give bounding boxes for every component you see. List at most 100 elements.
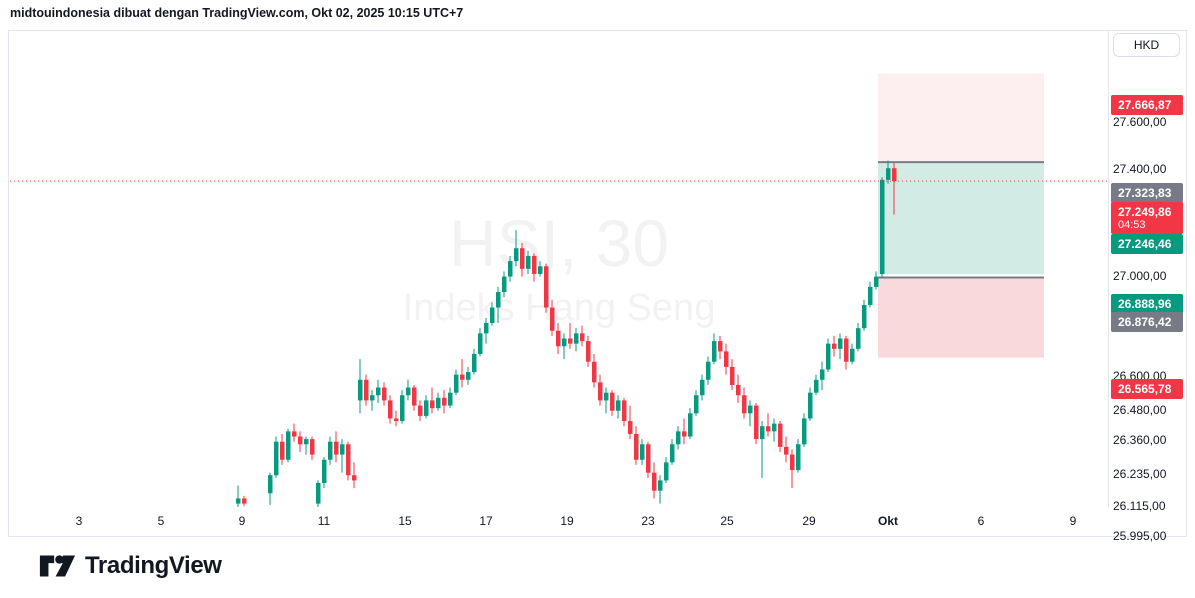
time-tick: 9 — [238, 514, 246, 528]
candle — [682, 431, 687, 437]
time-tick: 25 — [720, 514, 734, 528]
time-tick: 15 — [398, 514, 412, 528]
candle — [382, 387, 387, 401]
candle — [472, 353, 477, 373]
time-tick: 19 — [560, 514, 574, 528]
time-tick: 29 — [802, 514, 816, 528]
candle — [760, 426, 765, 440]
candle — [664, 462, 669, 481]
candle — [784, 446, 789, 455]
candle — [598, 382, 603, 401]
candle — [310, 439, 315, 455]
position-zone-loss-upper[interactable] — [878, 73, 1044, 163]
candle — [496, 292, 501, 308]
price-axis[interactable]: 27.666,87 27.600,00 27.400,00 27.323,83 27.2… — [1108, 31, 1186, 543]
candle — [292, 431, 297, 437]
candle — [874, 276, 879, 287]
candle — [676, 431, 681, 445]
candle — [820, 369, 825, 380]
tradingview-mark-icon — [39, 555, 76, 577]
candle — [448, 392, 453, 406]
candle — [736, 384, 741, 396]
candle — [376, 387, 381, 396]
candle — [652, 472, 657, 491]
candle — [694, 395, 699, 414]
tradingview-logo[interactable]: TradingView — [38, 552, 222, 580]
time-tick: 11 — [317, 514, 331, 528]
candle — [862, 304, 867, 329]
candle — [242, 498, 247, 504]
position-zone-loss-lower[interactable] — [878, 277, 1044, 358]
candle — [628, 421, 633, 434]
time-tick: 9 — [1069, 514, 1077, 528]
candle — [592, 361, 597, 383]
chart-widget: HSI, 30 Indeks Hang Seng 27.666,87 27.600… — [8, 30, 1187, 543]
candle — [850, 348, 855, 362]
currency-button[interactable]: HKD — [1113, 33, 1180, 57]
candle — [688, 413, 693, 437]
candle — [856, 328, 861, 349]
candle — [580, 333, 585, 342]
time-tick: 5 — [157, 514, 165, 528]
candle — [268, 475, 273, 494]
candlestick-chart[interactable] — [10, 32, 1108, 508]
candle — [406, 387, 411, 396]
candle — [454, 374, 459, 393]
candle — [772, 423, 777, 432]
price-level-label-stop: 27.249,86 04:53 — [1111, 202, 1183, 234]
price-tick: 26.480,00 — [1113, 403, 1167, 417]
candle — [868, 286, 873, 305]
candle — [604, 392, 609, 401]
candle — [892, 168, 897, 182]
candle — [610, 392, 615, 411]
candle — [460, 374, 465, 380]
candle — [298, 436, 303, 445]
candle — [340, 444, 345, 455]
candle — [640, 444, 645, 460]
time-tick: 23 — [641, 514, 655, 528]
price-tick: 25.995,00 — [1113, 529, 1167, 543]
candle — [622, 400, 627, 422]
candle — [748, 405, 753, 414]
candle — [388, 400, 393, 419]
candle — [484, 323, 489, 334]
candle — [286, 431, 291, 460]
candle — [508, 261, 513, 277]
candle — [526, 255, 531, 269]
candle — [538, 266, 543, 274]
candle — [754, 405, 759, 440]
candle — [766, 426, 771, 432]
position-zone-profit[interactable] — [878, 162, 1044, 275]
candle — [586, 341, 591, 362]
time-tick: 6 — [977, 514, 985, 528]
candle — [274, 441, 279, 476]
candle — [520, 248, 525, 269]
candle — [712, 341, 717, 362]
price-tick: 26.115,00 — [1113, 499, 1166, 513]
price-tick: 27.400,00 — [1113, 162, 1167, 176]
candle — [412, 387, 417, 406]
time-axis[interactable]: 3 5 9 11 15 17 19 23 25 29 Okt 6 9 — [9, 507, 1109, 536]
candle — [880, 179, 885, 274]
price-level-label-target: 26.888,96 — [1111, 294, 1183, 314]
price-tick: 26.360,00 — [1113, 433, 1167, 447]
candle — [514, 248, 519, 262]
candle — [418, 405, 423, 416]
candle — [322, 459, 327, 483]
candle — [886, 168, 891, 180]
candle — [316, 482, 321, 504]
candle — [838, 338, 843, 349]
price-tick: 27.000,00 — [1113, 269, 1167, 283]
candle — [742, 395, 747, 414]
tradingview-wordmark: TradingView — [85, 552, 222, 579]
candle — [466, 372, 471, 380]
candle — [706, 361, 711, 380]
time-tick: 3 — [75, 514, 83, 528]
candle — [790, 454, 795, 471]
candle — [844, 338, 849, 362]
price-tick: 26.235,00 — [1113, 467, 1167, 481]
price-level-label-stop: 26.565,78 — [1111, 379, 1183, 399]
candle — [814, 379, 819, 393]
candle — [502, 276, 507, 293]
